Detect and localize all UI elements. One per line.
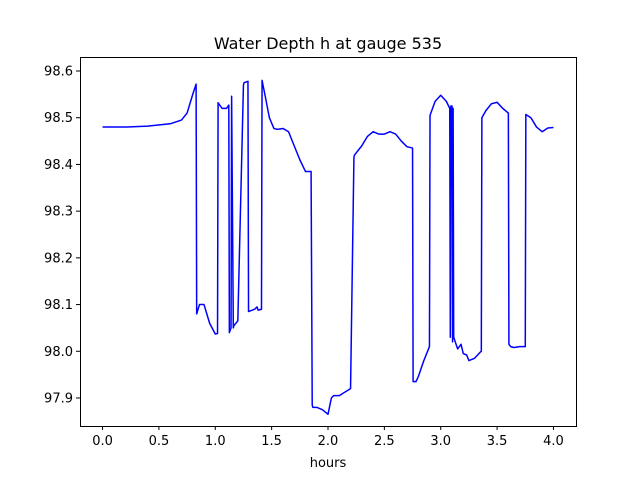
y-tick-label: 98.3 bbox=[44, 205, 73, 220]
x-tick-label: 0.0 bbox=[92, 434, 113, 449]
y-tick-label: 98.4 bbox=[44, 158, 73, 173]
x-tick-label: 1.5 bbox=[261, 434, 282, 449]
y-tick-label: 98.2 bbox=[44, 251, 73, 266]
y-tick-label: 98.0 bbox=[44, 345, 73, 360]
y-tick-label: 98.5 bbox=[44, 111, 73, 126]
x-tick-label: 2.5 bbox=[374, 434, 395, 449]
x-tick-label: 3.0 bbox=[430, 434, 451, 449]
x-tick-label: 4.0 bbox=[543, 434, 564, 449]
x-tick-label: 1.0 bbox=[205, 434, 226, 449]
x-tick-label: 0.5 bbox=[149, 434, 170, 449]
series-line-0 bbox=[102, 79, 554, 416]
y-tick-label: 98.6 bbox=[44, 65, 73, 80]
y-tick-label: 98.1 bbox=[44, 298, 73, 313]
x-tick-label: 2.0 bbox=[318, 434, 339, 449]
x-axis: 0.0 0.5 1.0 1.5 2.0 2.5 3.0 3.5 4.0 bbox=[92, 426, 564, 449]
x-tick-label: 3.5 bbox=[487, 434, 508, 449]
chart-title: Water Depth h at gauge 535 bbox=[214, 34, 442, 53]
y-tick-label: 97.9 bbox=[44, 391, 73, 406]
x-axis-label: hours bbox=[310, 456, 347, 471]
plot-area bbox=[102, 79, 554, 416]
y-axis: 97.9 98.0 98.1 98.2 98.3 98.4 98.5 98.6 bbox=[44, 65, 80, 406]
